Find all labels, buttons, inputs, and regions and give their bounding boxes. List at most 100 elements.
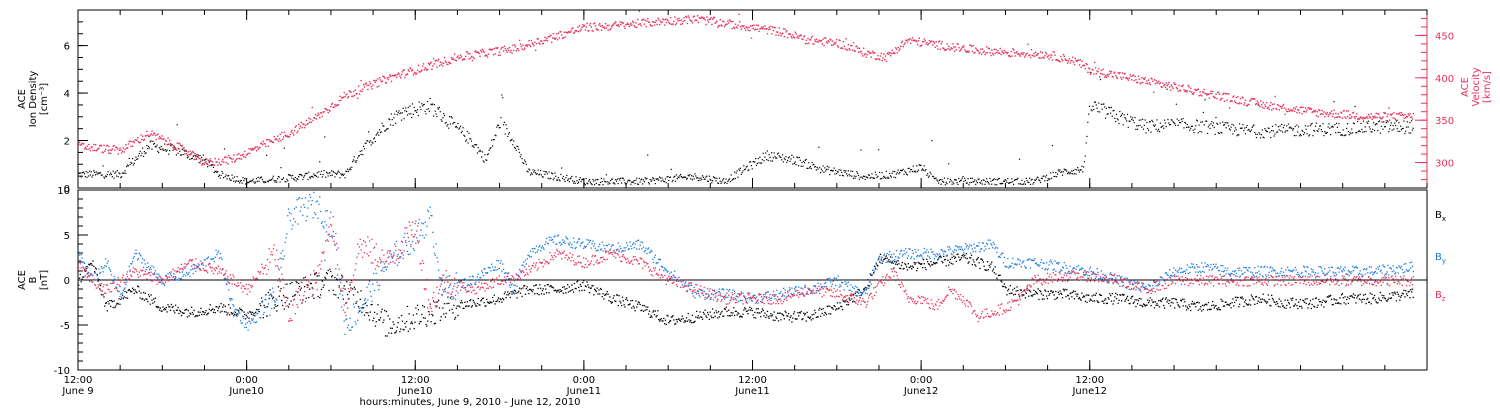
velocity-point: [693, 15, 695, 17]
bx-point: [1291, 299, 1293, 301]
velocity-point: [585, 26, 587, 28]
bx-point: [951, 256, 953, 259]
bx-point: [637, 301, 640, 303]
density-point: [102, 165, 104, 167]
density-point: [1333, 101, 1335, 103]
velocity-point: [1287, 110, 1289, 113]
velocity-point: [1364, 117, 1367, 120]
velocity-point: [304, 124, 307, 126]
density-point: [513, 140, 515, 142]
bx-point: [817, 316, 819, 318]
bx-point: [524, 284, 526, 287]
density-point: [889, 172, 891, 175]
velocity-point: [244, 156, 247, 159]
bx-point: [1339, 297, 1341, 299]
velocity-point: [82, 142, 84, 145]
bx-point: [640, 309, 642, 312]
bx-point: [1192, 303, 1194, 305]
by-point: [109, 268, 111, 271]
density-point: [1139, 124, 1141, 126]
velocity-point: [639, 23, 641, 25]
density-point: [827, 168, 829, 170]
density-point: [289, 174, 291, 176]
density-point: [731, 179, 733, 181]
bx-point: [1228, 303, 1230, 306]
velocity-point: [599, 25, 602, 27]
density-point: [796, 156, 798, 158]
bx-point: [713, 312, 716, 314]
bx-point: [182, 312, 184, 314]
bx-point: [1198, 302, 1200, 304]
velocity-point: [858, 47, 861, 50]
density-point: [99, 172, 101, 174]
velocity-point: [685, 15, 687, 18]
velocity-point: [1368, 115, 1371, 118]
bx-point: [169, 309, 172, 311]
density-point: [202, 154, 204, 156]
bx-point: [525, 288, 527, 290]
bx-point: [739, 315, 742, 317]
density-point: [1307, 125, 1309, 127]
bx-point: [615, 294, 618, 296]
bx-point: [925, 268, 927, 271]
bx-point: [480, 300, 482, 302]
velocity-point: [976, 49, 979, 52]
density-point: [798, 165, 800, 167]
velocity-point: [1187, 84, 1189, 87]
bx-point: [767, 316, 769, 318]
density-point: [1093, 108, 1095, 111]
velocity-point: [526, 45, 528, 47]
velocity-point: [192, 151, 195, 154]
bx-point: [1124, 300, 1126, 302]
bx-point: [895, 261, 898, 263]
velocity-point: [723, 25, 726, 28]
bx-point: [1154, 301, 1156, 303]
density-point: [530, 172, 532, 174]
density-point: [223, 148, 226, 150]
density-point: [1367, 122, 1369, 124]
density-point: [1074, 168, 1076, 171]
density-point: [300, 174, 302, 176]
density-point: [1205, 120, 1207, 122]
velocity-point: [1353, 116, 1356, 118]
bx-point: [1163, 304, 1165, 307]
density-point: [1388, 131, 1390, 133]
by-series: [78, 191, 1414, 336]
velocity-point: [1387, 113, 1389, 115]
bx-point: [986, 269, 988, 271]
density-point: [1327, 126, 1329, 128]
density-point: [448, 116, 451, 118]
density-point: [572, 180, 574, 182]
density-point: [887, 176, 889, 178]
density-point: [803, 160, 805, 162]
bx-point: [461, 302, 463, 304]
density-point: [930, 173, 932, 175]
bx-point: [816, 316, 818, 318]
velocity-point: [949, 48, 952, 51]
bx-point: [1206, 309, 1209, 311]
bx-point: [842, 300, 845, 302]
velocity-point: [284, 134, 286, 136]
velocity-point: [191, 150, 194, 153]
velocity-point: [454, 53, 456, 55]
density-point: [1362, 120, 1365, 122]
density-point: [722, 179, 724, 181]
bx-point: [645, 306, 647, 308]
bx-point: [755, 308, 758, 310]
velocity-point: [124, 148, 126, 151]
bx-point: [522, 287, 524, 289]
velocity-point: [619, 21, 621, 23]
bx-point: [1074, 290, 1076, 293]
velocity-tick-label: 400: [1435, 74, 1454, 85]
velocity-point: [131, 141, 133, 143]
bx-point: [593, 294, 595, 296]
density-point: [1131, 117, 1134, 119]
velocity-point: [300, 121, 302, 124]
bx-point: [178, 312, 180, 315]
velocity-point: [1393, 112, 1395, 114]
bx-point: [119, 303, 121, 305]
bx-point: [812, 317, 814, 320]
velocity-point: [914, 40, 916, 42]
bx-point: [1212, 304, 1215, 306]
velocity-point: [1371, 118, 1373, 120]
